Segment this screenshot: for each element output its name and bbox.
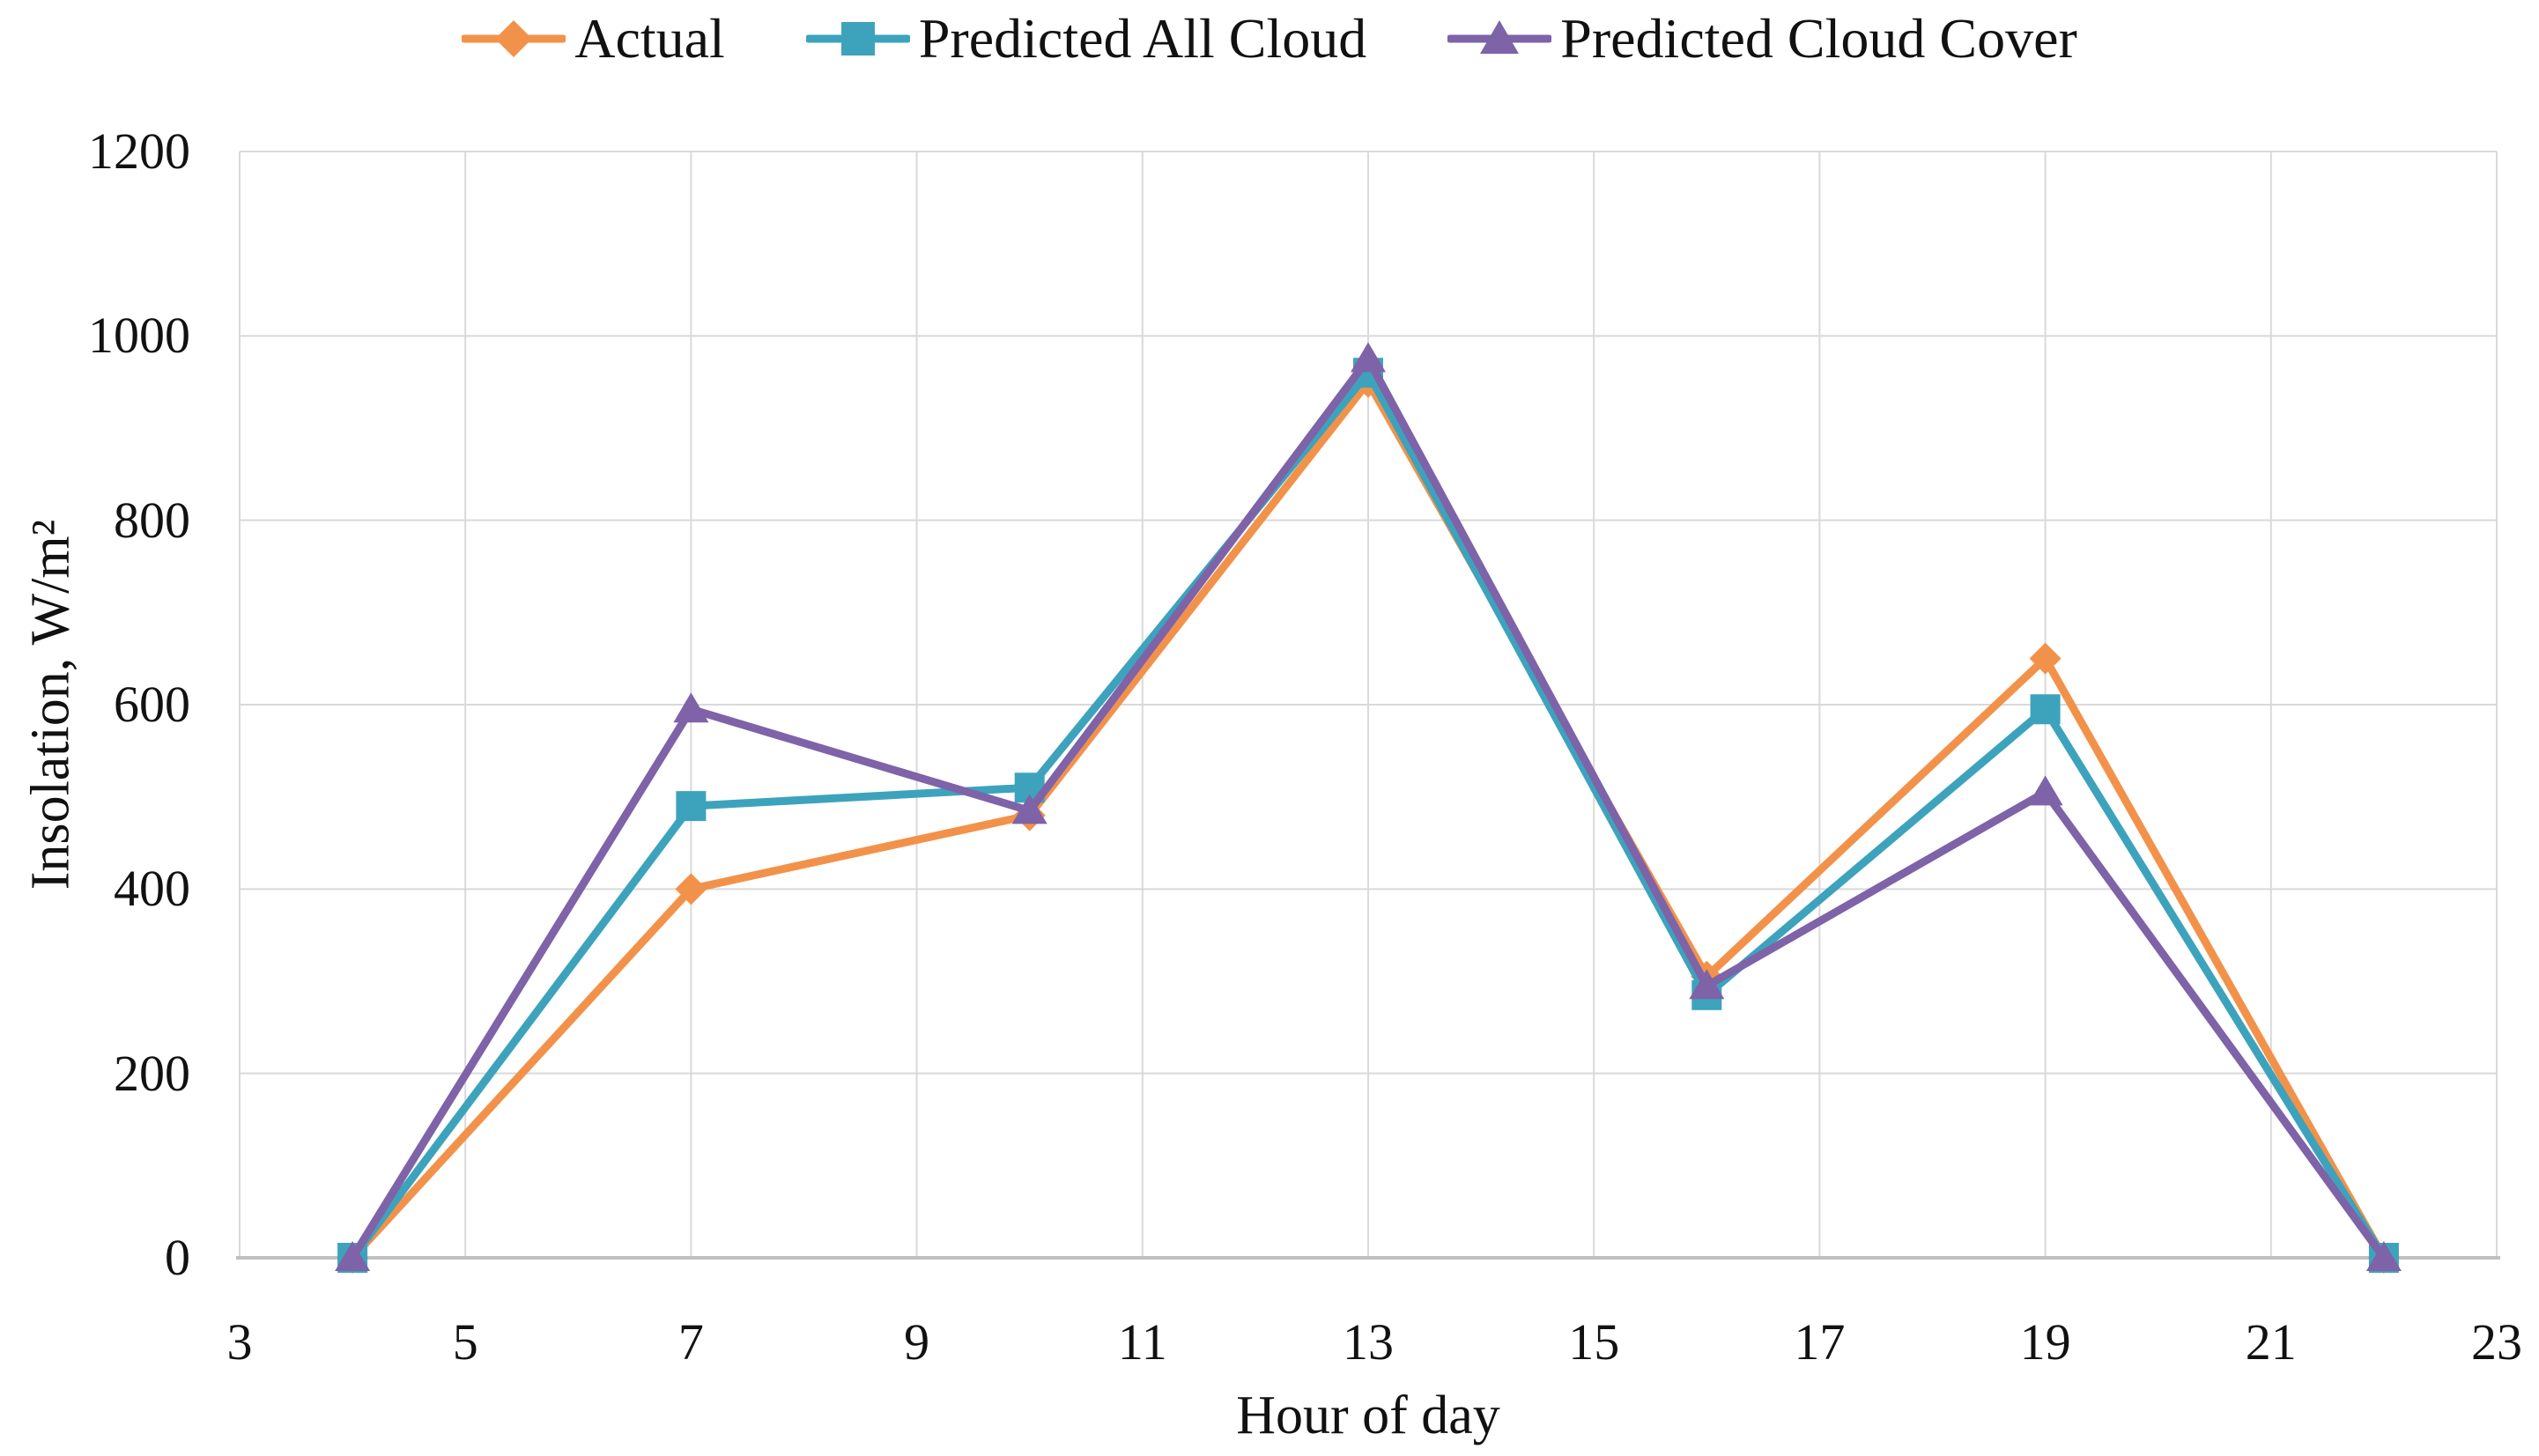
chart-canvas	[236, 151, 2500, 1274]
x-axis-title: Hour of day	[1236, 1386, 1500, 1445]
triangle-marker-icon	[1447, 7, 1552, 70]
y-axis-tick-label: 1200	[88, 122, 190, 180]
square-legend-glyph	[805, 22, 910, 55]
y-axis-tick-label: 1000	[88, 307, 190, 365]
x-axis-tick-label: 9	[904, 1313, 930, 1371]
x-axis-tick-label: 15	[1568, 1313, 1620, 1371]
y-axis-tick-label: 600	[114, 676, 190, 733]
triangle-marker	[1011, 794, 1047, 824]
y-axis-tick-label: 0	[165, 1229, 190, 1286]
legend-label: Actual	[574, 6, 725, 70]
plot-area	[236, 151, 2500, 1274]
square-marker	[2030, 694, 2061, 725]
triangle-marker	[2365, 1241, 2402, 1271]
triangle-marker	[1351, 342, 1386, 373]
diamond-marker	[675, 873, 707, 905]
legend-label: Predicted All Cloud	[918, 6, 1367, 70]
x-axis-tick-label: 23	[2471, 1313, 2522, 1371]
triangle-marker	[335, 1241, 371, 1271]
triangle-legend-glyph	[1447, 20, 1552, 54]
legend-item-predicted-all-cloud: Predicted All Cloud	[805, 6, 1367, 70]
x-axis-tick-label: 13	[1343, 1313, 1394, 1371]
x-axis-tick-label: 11	[1117, 1313, 1167, 1371]
x-axis-tick-label: 19	[2019, 1313, 2071, 1371]
y-axis-tick-label: 400	[114, 860, 190, 918]
diamond-marker-icon	[462, 7, 566, 70]
x-axis-tick-label: 7	[677, 1313, 704, 1371]
legend-item-predicted-cloud-cover: Predicted Cloud Cover	[1447, 7, 2077, 70]
x-axis-tick-label: 5	[452, 1313, 478, 1371]
y-axis-tick-label: 200	[114, 1044, 190, 1102]
diamond-marker	[2029, 642, 2062, 675]
x-axis-tick-label: 17	[1794, 1313, 1846, 1371]
square-marker	[676, 791, 707, 822]
triangle-marker	[2027, 775, 2063, 806]
chart-legend: Actual Predicted All Cloud Predicted Clo…	[0, 7, 2539, 70]
triangle-marker	[673, 692, 709, 723]
legend-item-actual: Actual	[462, 7, 725, 70]
legend-label: Predicted Cloud Cover	[1560, 6, 2077, 70]
x-axis-tick-label: 3	[226, 1313, 253, 1371]
diamond-legend-glyph	[462, 20, 566, 57]
y-axis-tick-label: 800	[114, 491, 190, 549]
x-axis-tick-label: 21	[2245, 1313, 2297, 1371]
square-marker-icon	[805, 7, 910, 70]
triangle-marker	[1689, 969, 1725, 1000]
